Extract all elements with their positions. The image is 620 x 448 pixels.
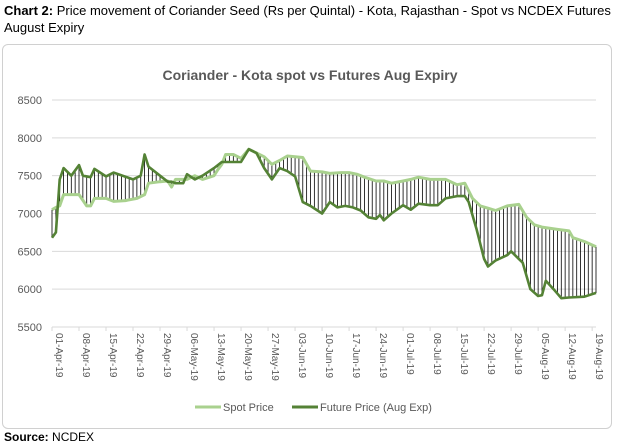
source-label: Source: bbox=[4, 430, 49, 444]
y-tick-label: 7000 bbox=[18, 209, 42, 221]
x-tick-label: 12-Aug-19 bbox=[566, 333, 577, 380]
x-tick-label: 27-May-19 bbox=[269, 333, 280, 381]
x-tick-label: 08-Apr-19 bbox=[80, 333, 91, 378]
y-tick-label: 8000 bbox=[18, 133, 42, 145]
x-tick-label: 22-Jul-19 bbox=[485, 333, 496, 375]
series-futures-line bbox=[50, 147, 597, 300]
chart-heading-label: Chart 2: bbox=[4, 3, 54, 18]
x-tick-label: 15-Jul-19 bbox=[458, 333, 469, 375]
source-note: Source: NCDEX bbox=[4, 430, 94, 444]
y-tick-label: 6000 bbox=[18, 284, 42, 296]
chart-heading: Chart 2: Price movement of Coriander See… bbox=[4, 2, 616, 36]
x-tick-label: 24-Jun-19 bbox=[377, 333, 388, 378]
x-tick-label: 29-Jul-19 bbox=[512, 333, 523, 375]
x-tick-label: 20-May-19 bbox=[242, 333, 253, 381]
source-text: NCDEX bbox=[48, 430, 95, 444]
x-tick-label: 22-Apr-19 bbox=[134, 333, 145, 378]
x-tick-label: 19-Aug-19 bbox=[593, 333, 604, 380]
x-tick-label: 15-Apr-19 bbox=[107, 333, 118, 378]
x-tick-label: 06-May-19 bbox=[188, 333, 199, 381]
chart-heading-text: Price movement of Coriander Seed (Rs per… bbox=[4, 3, 611, 35]
x-tick-label: 29-Apr-19 bbox=[161, 333, 172, 378]
y-tick-label: 8500 bbox=[18, 95, 42, 107]
x-tick-label: 01-Jul-19 bbox=[404, 333, 415, 375]
x-tick-label: 05-Aug-19 bbox=[539, 333, 550, 380]
y-tick-label: 6500 bbox=[18, 246, 42, 258]
x-tick-label: 03-Jun-19 bbox=[296, 333, 307, 378]
x-tick-label: 01-Apr-19 bbox=[53, 333, 64, 378]
grid-lines bbox=[52, 99, 596, 328]
legend-futures-label: Future Price (Aug Exp) bbox=[320, 402, 432, 414]
chart-title: Coriander - Kota spot vs Futures Aug Exp… bbox=[162, 67, 457, 83]
chart-legend: Spot Price Future Price (Aug Exp) bbox=[195, 402, 432, 414]
x-axis: 01-Apr-19 08-Apr-19 15-Apr-19 22-Apr-19 29-A… bbox=[51, 327, 604, 381]
x-tick-label: 08-Jul-19 bbox=[431, 333, 442, 375]
x-tick-label: 13-May-19 bbox=[215, 333, 226, 381]
y-axis: 5500 6000 6500 7000 7500 8000 8500 bbox=[18, 95, 42, 334]
x-tick-label: 10-Jun-19 bbox=[323, 333, 334, 378]
y-tick-label: 7500 bbox=[18, 171, 42, 183]
chart-frame bbox=[2, 44, 612, 429]
series-spot-line bbox=[51, 147, 597, 249]
series-lines bbox=[50, 147, 597, 300]
y-tick-label: 5500 bbox=[18, 322, 42, 334]
x-tick-label: 17-Jun-19 bbox=[350, 333, 361, 378]
legend-spot-label: Spot Price bbox=[223, 402, 274, 414]
